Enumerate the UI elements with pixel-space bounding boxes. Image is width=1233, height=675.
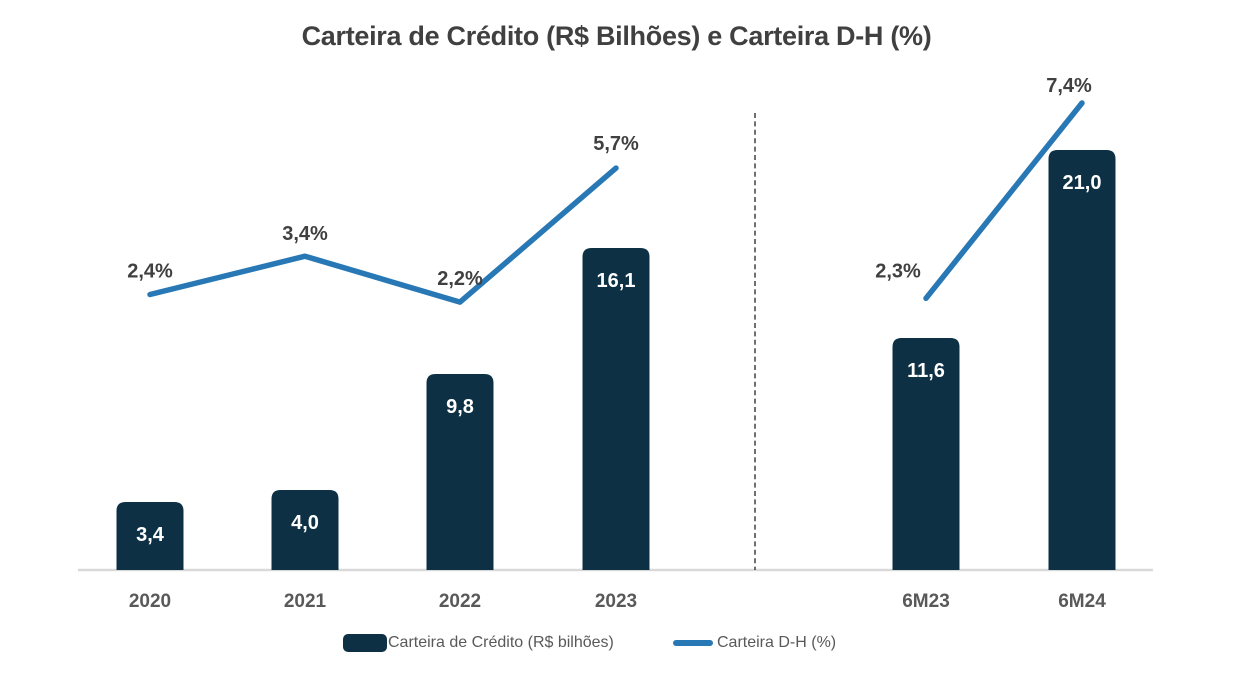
x-axis-label-6M23: 6M23 <box>902 591 950 612</box>
bar-6M24 <box>1048 150 1116 570</box>
bar-value-label-2021: 4,0 <box>291 512 319 534</box>
line-value-label-6M24: 7,4% <box>1046 75 1092 97</box>
chart-title: Carteira de Crédito (R$ Bilhões) e Carte… <box>301 21 932 51</box>
bar-2020 <box>116 502 184 570</box>
x-axis-label-6M24: 6M24 <box>1058 591 1106 612</box>
legend-bar-label: Carteira de Crédito (R$ bilhões) <box>388 634 614 651</box>
line-value-label-2022: 2,2% <box>437 268 483 290</box>
bar-2023 <box>582 248 650 570</box>
bar-value-label-2020: 3,4 <box>136 524 165 546</box>
x-axis-label-2020: 2020 <box>129 591 171 612</box>
legend-line-label: Carteira D-H (%) <box>717 634 837 651</box>
bar-value-label-2023: 16,1 <box>597 270 636 292</box>
legend-item-line: Carteira D-H (%) <box>673 630 836 656</box>
chart-legend: Carteira de Crédito (R$ bilhões) Carteir… <box>0 630 1233 656</box>
line-value-label-2023: 5,7% <box>593 133 639 155</box>
bar-value-label-2022: 9,8 <box>446 396 474 418</box>
legend-item-bar: Carteira de Crédito (R$ bilhões) <box>343 630 614 656</box>
bar-6M23 <box>892 338 960 570</box>
x-axis-label-2022: 2022 <box>439 591 481 612</box>
line-series-swatch-icon <box>673 640 713 646</box>
line-value-label-6M23: 2,3% <box>875 260 921 282</box>
line-value-label-2020: 2,4% <box>127 260 173 282</box>
bar-value-label-6M24: 21,0 <box>1063 172 1102 194</box>
bar-series-swatch-icon <box>343 634 387 652</box>
dh-line-segment-1 <box>147 165 619 305</box>
dh-line-segment-2 <box>923 100 1085 302</box>
x-axis-label-2021: 2021 <box>284 591 327 612</box>
bar-2022 <box>426 374 494 570</box>
bar-value-label-6M23: 11,6 <box>907 360 945 382</box>
bar-2021 <box>271 490 339 570</box>
x-axis-label-2023: 2023 <box>595 591 637 612</box>
line-value-label-2021: 3,4% <box>282 223 328 245</box>
